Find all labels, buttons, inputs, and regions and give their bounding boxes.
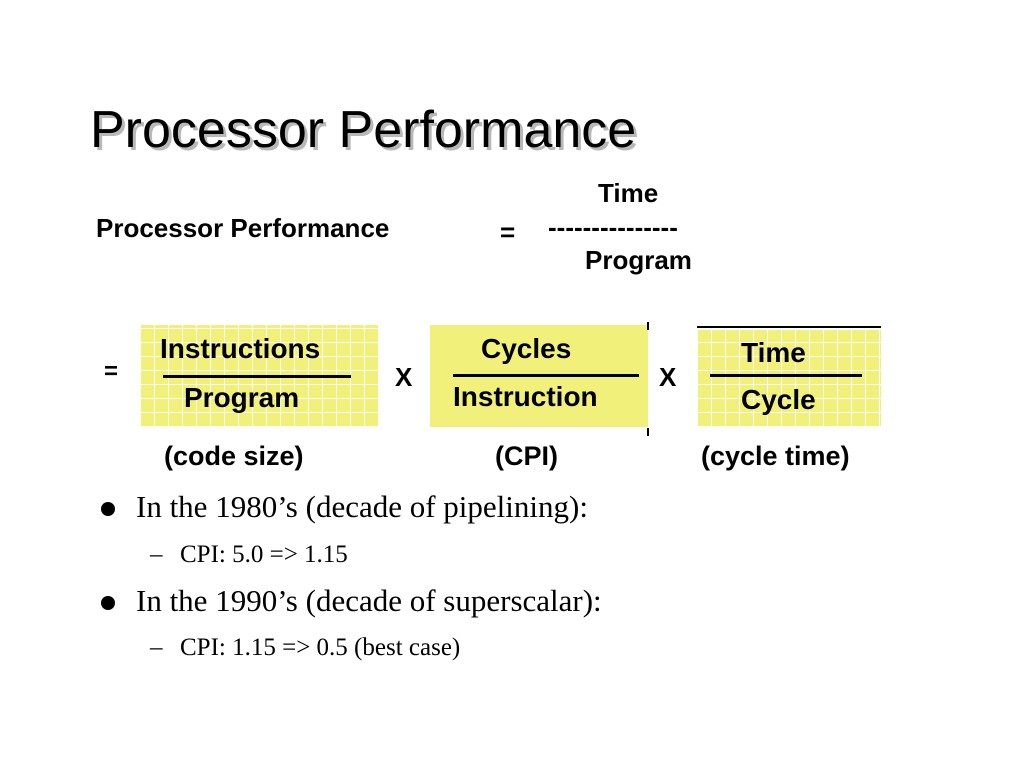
sub-bullet-dash: –: [150, 634, 163, 661]
instruction-denominator: Instruction: [453, 381, 598, 412]
cycles-numerator: Cycles: [481, 333, 572, 364]
sub-bullet-cpi-1990s: CPI: 1.15 => 0.5 (best case): [180, 634, 461, 661]
equation-lhs: Processor Performance: [96, 213, 390, 243]
cycle-time-label: (cycle time): [701, 441, 850, 471]
bullet-1990s: In the 1990’s (decade of superscalar):: [136, 583, 602, 618]
cpi-label: (CPI): [495, 441, 558, 471]
sub-bullet-cpi-1980s: CPI: 5.0 => 1.15: [180, 541, 348, 568]
cycles-fraction-line: [453, 374, 639, 377]
bullet-1980s: In the 1980’s (decade of pipelining):: [136, 489, 588, 524]
multiply-sign-1: X: [395, 362, 413, 392]
program-denominator: Program: [184, 382, 300, 413]
cycle-time-highlight-box: [697, 330, 881, 427]
cpi-box-edge-mark-bottom: [647, 428, 649, 436]
time-numerator: Time: [741, 337, 806, 368]
bullet-dot: [101, 502, 115, 516]
time-fraction-line: [710, 374, 862, 377]
equation-fraction-bar: ---------------: [548, 212, 678, 242]
cycle-time-box-top-border: [697, 326, 881, 328]
cpi-box-edge-mark-top: [647, 322, 649, 330]
equation-numerator: Time: [598, 178, 659, 208]
slide-title: Processor Performance: [90, 101, 637, 159]
instructions-fraction-line: [163, 375, 351, 378]
code-size-label: (code size): [164, 441, 304, 471]
bullet-dot: [101, 596, 115, 610]
equation-denominator: Program: [585, 245, 692, 275]
instructions-numerator: Instructions: [160, 333, 321, 364]
multiply-sign-2: X: [659, 362, 677, 392]
breakdown-equals-sign: =: [104, 358, 119, 385]
cycle-denominator: Cycle: [741, 384, 816, 415]
sub-bullet-dash: –: [150, 541, 163, 568]
equation-equals-sign: =: [500, 217, 516, 247]
